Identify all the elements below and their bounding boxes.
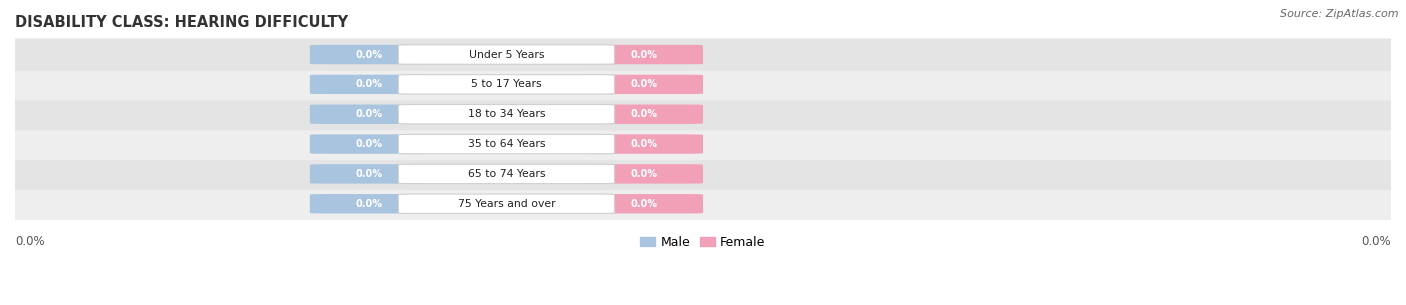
FancyBboxPatch shape: [585, 45, 703, 64]
Text: Source: ZipAtlas.com: Source: ZipAtlas.com: [1281, 9, 1399, 19]
Text: 0.0%: 0.0%: [630, 109, 658, 119]
FancyBboxPatch shape: [0, 68, 1406, 100]
FancyBboxPatch shape: [0, 98, 1406, 130]
FancyBboxPatch shape: [0, 128, 1406, 160]
FancyBboxPatch shape: [309, 135, 427, 154]
FancyBboxPatch shape: [585, 105, 703, 124]
FancyBboxPatch shape: [585, 135, 703, 154]
FancyBboxPatch shape: [585, 75, 703, 94]
Text: 75 Years and over: 75 Years and over: [457, 199, 555, 209]
Text: 65 to 74 Years: 65 to 74 Years: [468, 169, 546, 179]
Text: 0.0%: 0.0%: [356, 79, 382, 89]
Text: 0.0%: 0.0%: [356, 109, 382, 119]
FancyBboxPatch shape: [585, 164, 703, 184]
FancyBboxPatch shape: [0, 158, 1406, 190]
Text: 0.0%: 0.0%: [356, 49, 382, 59]
FancyBboxPatch shape: [309, 75, 427, 94]
Legend: Male, Female: Male, Female: [636, 231, 770, 254]
FancyBboxPatch shape: [398, 164, 614, 184]
Text: 0.0%: 0.0%: [356, 169, 382, 179]
FancyBboxPatch shape: [309, 194, 427, 213]
FancyBboxPatch shape: [309, 164, 427, 184]
Text: 5 to 17 Years: 5 to 17 Years: [471, 79, 541, 89]
FancyBboxPatch shape: [0, 188, 1406, 220]
Text: 0.0%: 0.0%: [356, 199, 382, 209]
Text: 0.0%: 0.0%: [630, 199, 658, 209]
FancyBboxPatch shape: [585, 194, 703, 213]
Text: 0.0%: 0.0%: [630, 79, 658, 89]
FancyBboxPatch shape: [398, 135, 614, 154]
Text: 18 to 34 Years: 18 to 34 Years: [468, 109, 546, 119]
Text: Under 5 Years: Under 5 Years: [468, 49, 544, 59]
FancyBboxPatch shape: [398, 75, 614, 94]
Text: 0.0%: 0.0%: [1361, 235, 1391, 248]
Text: 0.0%: 0.0%: [356, 139, 382, 149]
FancyBboxPatch shape: [398, 45, 614, 64]
Text: DISABILITY CLASS: HEARING DIFFICULTY: DISABILITY CLASS: HEARING DIFFICULTY: [15, 15, 349, 30]
Text: 0.0%: 0.0%: [630, 139, 658, 149]
Text: 35 to 64 Years: 35 to 64 Years: [468, 139, 546, 149]
FancyBboxPatch shape: [309, 105, 427, 124]
FancyBboxPatch shape: [0, 38, 1406, 71]
FancyBboxPatch shape: [398, 105, 614, 124]
Text: 0.0%: 0.0%: [630, 169, 658, 179]
Text: 0.0%: 0.0%: [630, 49, 658, 59]
FancyBboxPatch shape: [398, 194, 614, 213]
FancyBboxPatch shape: [309, 45, 427, 64]
Text: 0.0%: 0.0%: [15, 235, 45, 248]
